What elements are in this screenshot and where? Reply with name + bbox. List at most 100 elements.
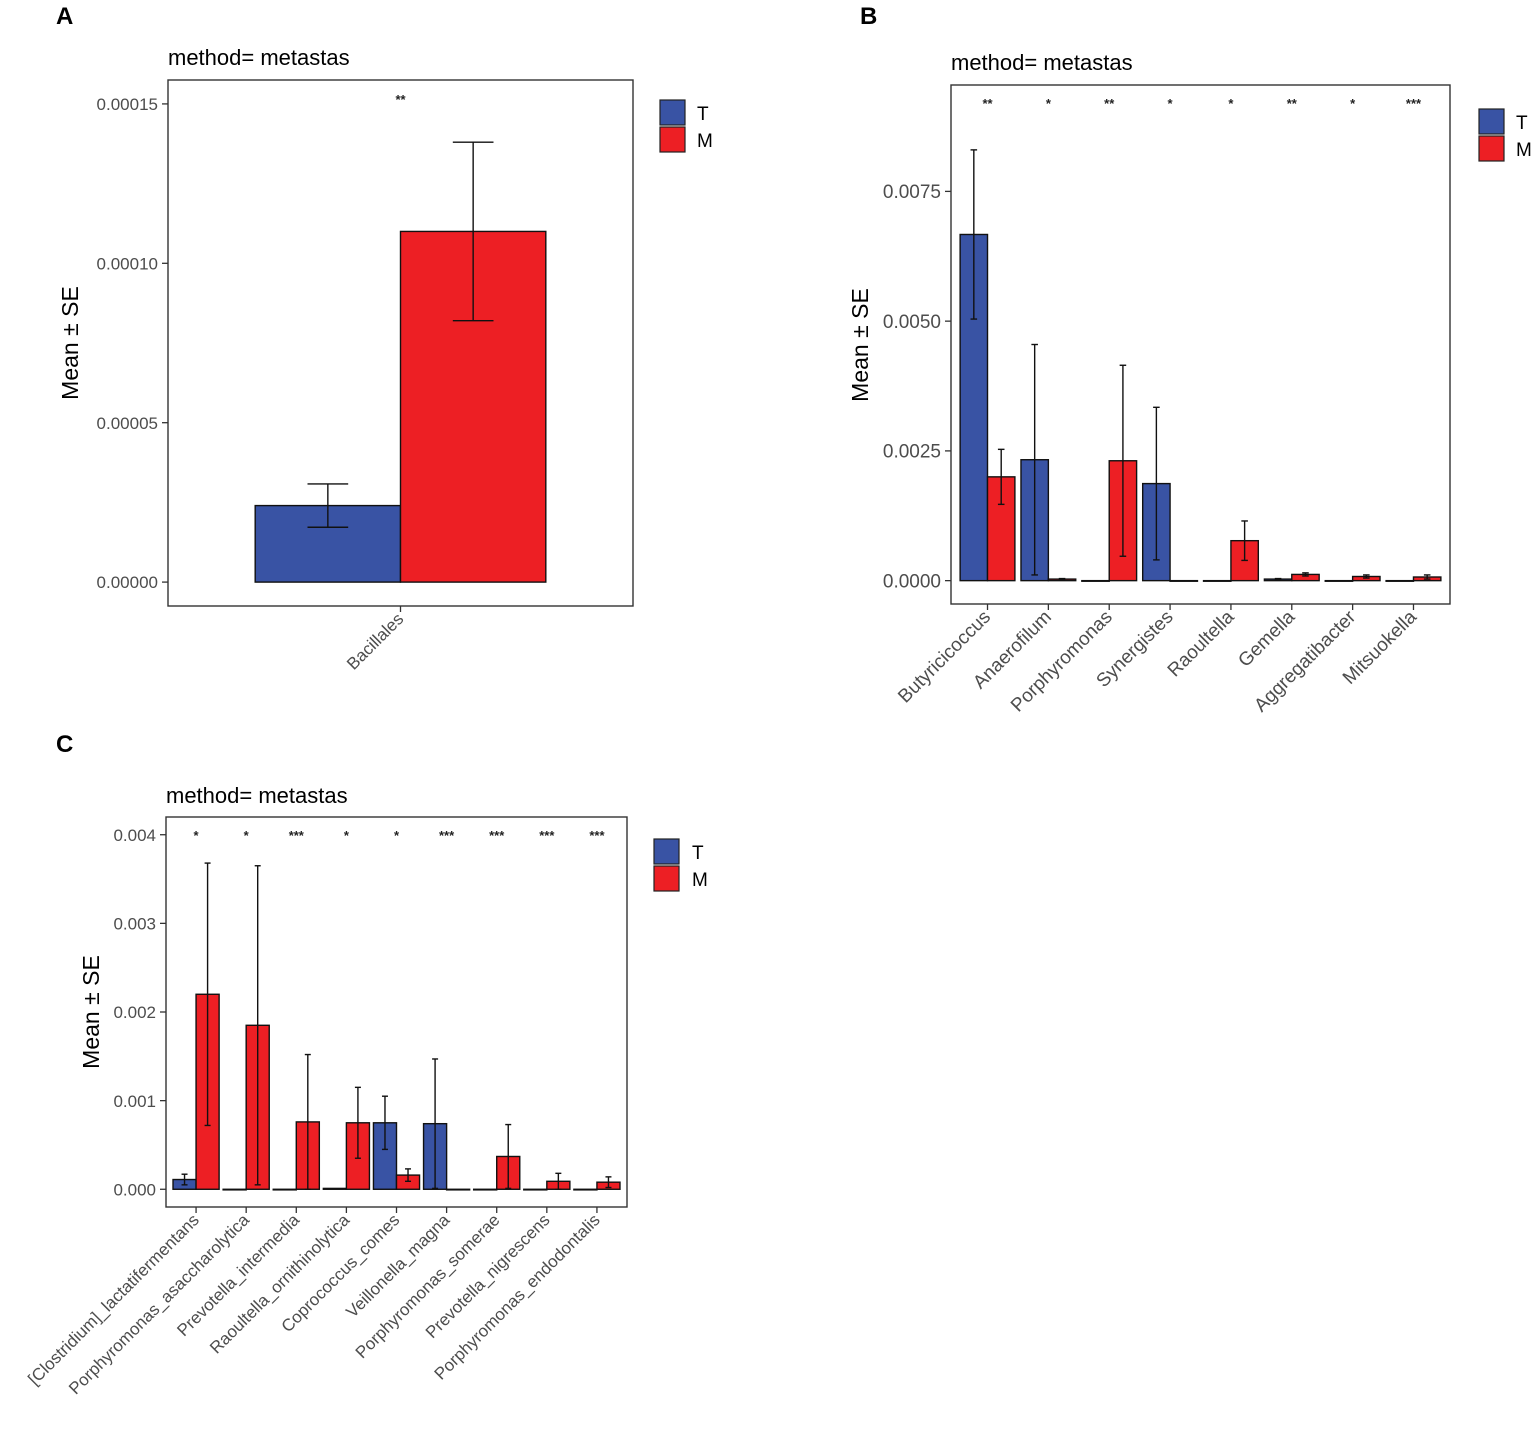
error-bar-b-m-6 xyxy=(1363,574,1370,579)
bar-c-t-6 xyxy=(472,1188,498,1191)
legend-swatch-t-a xyxy=(659,99,686,126)
legend-swatch-t-b xyxy=(1478,108,1505,135)
y-tick-label-c-2: 0.002 xyxy=(113,1003,156,1022)
error-bar-c-t-4 xyxy=(381,1095,388,1151)
error-bar-b-m-0 xyxy=(997,448,1005,506)
significance-label-b-5: ** xyxy=(1287,96,1298,111)
legend-swatch-t-c xyxy=(653,838,680,865)
significance-label-c-7: *** xyxy=(539,828,555,843)
panel-a: A method= metastas Mean ± SE 0.000000.00… xyxy=(56,3,713,674)
y-axis-c: 0.000 0.001 0.002 0.003 0.004 xyxy=(113,826,166,1199)
error-bar-c-m-7 xyxy=(555,1172,562,1190)
significance-label-c-3: * xyxy=(344,828,350,843)
bar-b-t-4 xyxy=(1202,579,1232,582)
legend-label-m-b: M xyxy=(1516,140,1532,161)
legend-swatch-m-c xyxy=(653,865,680,892)
legend-swatch-m-a xyxy=(659,126,686,153)
bar-c-t-3 xyxy=(322,1187,348,1190)
y-tick-label-a-2: 0.00010 xyxy=(97,254,158,273)
error-bar-c-m-2 xyxy=(304,1053,311,1190)
y-tick-label-b-0: 0.0000 xyxy=(883,571,941,592)
significance-label-b-7: *** xyxy=(1406,96,1422,111)
legend-label-m-a: M xyxy=(697,131,713,152)
error-bar-b-m-7 xyxy=(1423,574,1431,580)
significance-label-c-6: *** xyxy=(489,828,505,843)
bar-b-m-3 xyxy=(1169,579,1199,582)
y-tick-label-c-4: 0.004 xyxy=(113,826,156,845)
x-axis-a: Bacillales xyxy=(343,606,407,674)
panel-c: C method= metastas Mean ± SE 0.0000.0010… xyxy=(24,731,707,1398)
error-bar-b-m-2 xyxy=(1119,364,1127,557)
bar-c-t-8 xyxy=(573,1188,598,1191)
x-tick-label-c-1: Porphyromonas_asaccharolytica xyxy=(65,1210,253,1398)
bars-a: ** xyxy=(254,92,547,583)
significance-label-a-0: ** xyxy=(395,92,406,107)
significance-label-b-2: ** xyxy=(1104,96,1115,111)
plot-frame-b xyxy=(950,84,1451,605)
error-bar-c-m-0 xyxy=(204,862,211,1127)
significance-label-c-8: *** xyxy=(589,828,605,843)
error-bar-c-m-1 xyxy=(254,865,261,1186)
error-bar-c-m-6 xyxy=(505,1123,512,1190)
error-bar-b-m-4 xyxy=(1241,520,1248,562)
bar-c-t-7 xyxy=(523,1188,548,1191)
significance-label-c-1: * xyxy=(244,828,250,843)
x-tick-label-b-6: Aggregatibacter xyxy=(1250,606,1360,716)
panel-letter-b: B xyxy=(860,3,877,30)
significance-label-b-4: * xyxy=(1228,96,1234,111)
error-bar-a-t-0 xyxy=(307,483,349,528)
y-axis-label-a: Mean ± SE xyxy=(57,286,83,400)
error-bar-b-t-5 xyxy=(1274,577,1282,581)
significance-label-c-4: * xyxy=(394,828,400,843)
significance-label-b-0: ** xyxy=(982,96,993,111)
error-bar-b-m-5 xyxy=(1302,572,1309,577)
y-axis-a: 0.00000 0.00005 0.00010 0.00015 xyxy=(97,95,168,592)
significance-label-c-0: * xyxy=(194,828,200,843)
bar-b-t-6 xyxy=(1324,579,1354,582)
significance-label-c-2: *** xyxy=(289,828,305,843)
y-axis-b: 0.0000 0.0025 0.0050 0.0075 xyxy=(883,182,951,592)
x-tick-label-b-0: Butyricicoccus xyxy=(894,607,995,708)
panel-b: B method= metastas Mean ± SE 0.0000 0.002… xyxy=(847,3,1532,716)
legend-a: T M xyxy=(659,99,713,153)
bar-c-t-1 xyxy=(222,1188,247,1191)
y-axis-label-c: Mean ± SE xyxy=(78,955,104,1069)
legend-label-t-b: T xyxy=(1516,113,1528,134)
y-tick-label-b-3: 0.0075 xyxy=(883,182,941,203)
bars-c: * * *** * * *** *** *** *** xyxy=(172,828,621,1191)
y-tick-label-a-1: 0.00005 xyxy=(97,414,158,433)
x-axis-b: ButyricicoccusAnaerofilumPorphyromonasSy… xyxy=(894,604,1421,716)
error-bar-c-t-5 xyxy=(432,1058,439,1190)
y-tick-label-c-1: 0.001 xyxy=(113,1092,156,1111)
x-tick-label-b-4: Raoultella xyxy=(1164,606,1239,681)
y-tick-label-b-1: 0.0025 xyxy=(883,442,941,463)
bar-b-t-2 xyxy=(1081,579,1110,582)
error-bar-b-t-3 xyxy=(1153,406,1160,561)
bar-b-t-7 xyxy=(1385,579,1415,582)
legend-label-t-a: T xyxy=(697,104,709,125)
x-tick-label-a-0: Bacillales xyxy=(343,609,407,673)
chart-title-b: method= metastas xyxy=(951,50,1133,75)
legend-swatch-m-b xyxy=(1478,135,1505,162)
error-bar-c-m-3 xyxy=(354,1086,361,1159)
y-tick-label-c-0: 0.000 xyxy=(113,1180,156,1199)
y-tick-label-a-3: 0.00015 xyxy=(97,95,158,114)
significance-label-b-6: * xyxy=(1350,96,1356,111)
chart-title-a: method= metastas xyxy=(168,45,350,70)
y-tick-label-c-3: 0.003 xyxy=(113,914,156,933)
significance-label-b-1: * xyxy=(1046,96,1052,111)
panel-letter-c: C xyxy=(56,731,73,758)
error-bar-b-t-0 xyxy=(970,149,978,320)
error-bar-c-t-0 xyxy=(181,1173,188,1186)
y-axis-label-b: Mean ± SE xyxy=(847,288,873,402)
error-bar-b-t-1 xyxy=(1031,343,1038,576)
x-axis-c: [Clostridium]_lactatifermentansPorphyrom… xyxy=(24,1207,604,1398)
legend-label-t-c: T xyxy=(692,843,704,864)
bar-c-m-5 xyxy=(445,1188,471,1191)
significance-label-c-5: *** xyxy=(439,828,455,843)
y-tick-label-a-0: 0.00000 xyxy=(97,573,158,592)
error-bar-a-m-0 xyxy=(452,141,494,322)
legend-b: T M xyxy=(1478,108,1532,162)
chart-title-c: method= metastas xyxy=(166,783,348,808)
